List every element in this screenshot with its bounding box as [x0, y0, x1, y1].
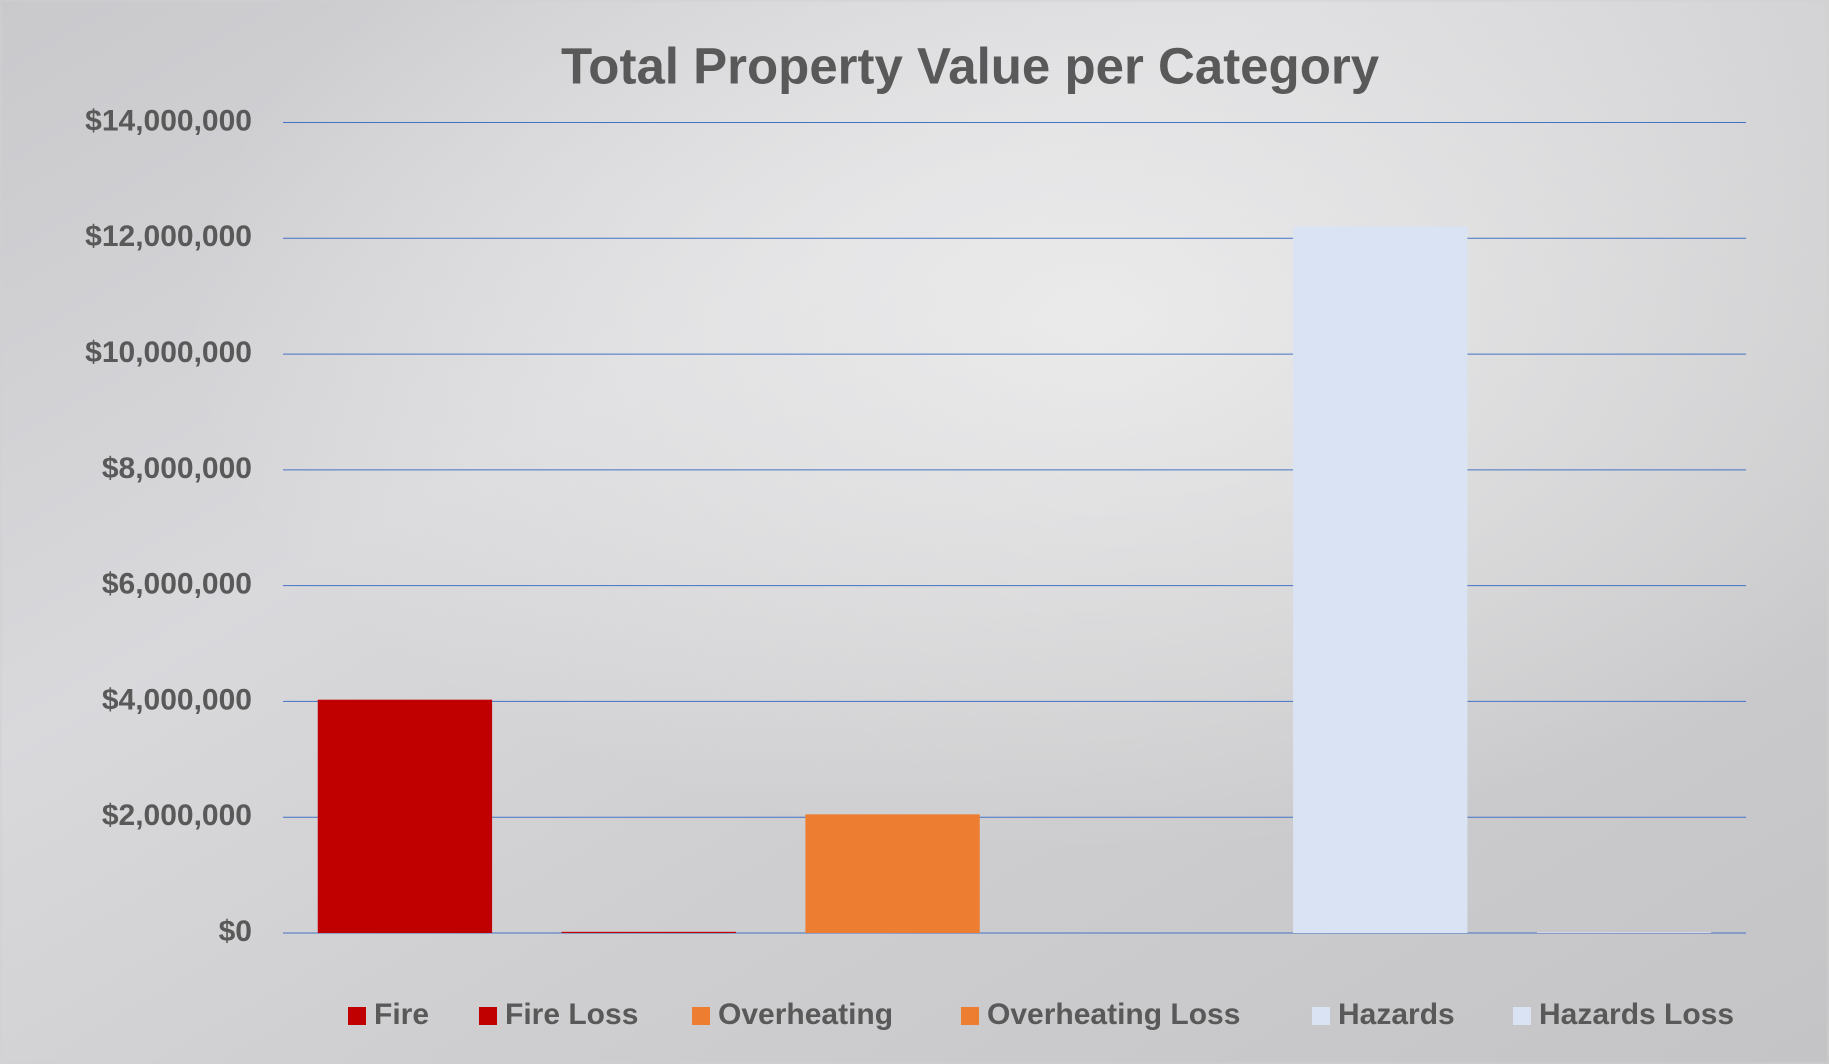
legend-label: Overheating Loss: [987, 998, 1240, 1031]
y-tick-label: $12,000,000: [85, 220, 252, 253]
legend-label: Hazards: [1338, 998, 1455, 1031]
bar: [1293, 226, 1468, 933]
y-tick-label: $10,000,000: [85, 336, 252, 369]
legend-label: Overheating: [718, 998, 893, 1031]
legend-label: Fire: [374, 998, 429, 1031]
legend-swatch: [348, 1007, 366, 1025]
legend-swatch: [1312, 1007, 1330, 1025]
y-tick-label: $6,000,000: [102, 568, 252, 601]
legend-swatch: [692, 1007, 710, 1025]
chart-title: Total Property Value per Category: [561, 37, 1380, 94]
legend-swatch: [961, 1007, 979, 1025]
y-tick-label: $0: [219, 915, 252, 948]
y-tick-label: $8,000,000: [102, 452, 252, 485]
bar: [805, 814, 980, 933]
legend-label: Hazards Loss: [1539, 998, 1734, 1031]
y-tick-label: $2,000,000: [102, 799, 252, 832]
bar: [1536, 932, 1712, 933]
y-tick-label: $4,000,000: [102, 683, 252, 716]
legend-swatch: [1513, 1007, 1531, 1025]
bar: [317, 699, 493, 933]
legend-label: Fire Loss: [505, 998, 638, 1031]
y-tick-label: $14,000,000: [85, 104, 252, 137]
legend-swatch: [479, 1007, 497, 1025]
bar: [561, 931, 736, 933]
